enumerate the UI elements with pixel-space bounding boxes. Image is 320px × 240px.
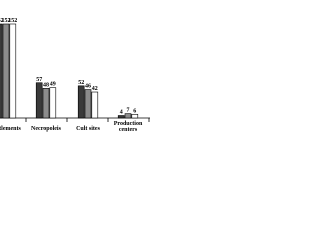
bar — [124, 113, 132, 119]
value-label: 152 — [8, 18, 17, 24]
bar — [77, 85, 85, 119]
bar — [35, 82, 43, 119]
value-label: 57 — [36, 77, 42, 83]
bar — [84, 89, 92, 119]
bar — [131, 113, 139, 119]
value-label: 4 — [120, 110, 123, 116]
value-label: 42 — [92, 86, 98, 92]
value-label: 48 — [43, 82, 49, 88]
bar — [0, 23, 3, 119]
value-label: 152 — [0, 18, 4, 24]
x-tick-label: Necropoleis — [31, 126, 61, 132]
x-tick-label: Cult sites — [76, 126, 100, 132]
x-tick-label: Production centers — [113, 121, 143, 133]
value-label: 6 — [133, 108, 136, 114]
plot: 152152152574849524642476 — [0, 18, 150, 122]
value-label: 52 — [78, 80, 84, 86]
bar — [91, 91, 99, 119]
bar — [117, 115, 125, 119]
bar — [49, 87, 57, 119]
x-tick-label: Settlements — [0, 126, 21, 132]
bar — [42, 88, 50, 119]
chart: 152152152574849524642476 SettlementsNecr… — [0, 0, 150, 150]
value-label: 49 — [50, 82, 56, 88]
value-label: 152 — [2, 18, 11, 24]
bar — [9, 23, 17, 119]
value-label: 46 — [85, 84, 91, 90]
value-label: 7 — [127, 108, 130, 114]
bar — [2, 23, 10, 119]
